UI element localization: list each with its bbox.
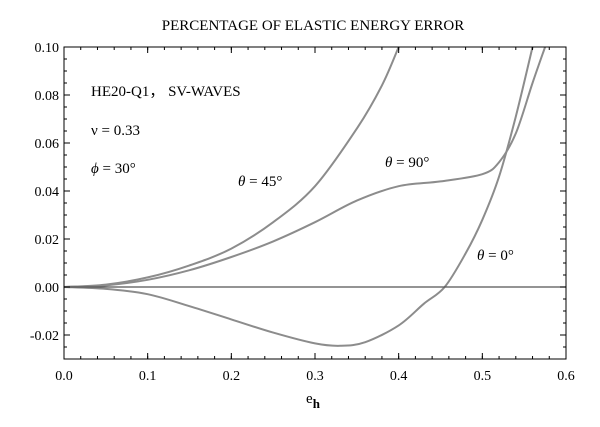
x-tick-label: 0.3 [306,369,324,384]
x-tick-label: 0.1 [139,369,157,384]
phi-value: = 30° [99,161,136,177]
element-annotation: HE20-Q1， SV-WAVES [91,84,241,100]
y-tick-label: 0.00 [35,281,60,296]
y-tick-label: -0.02 [30,329,59,344]
chart-title: PERCENTAGE OF ELASTIC ENERGY ERROR [162,18,464,34]
y-tick-label: 0.04 [35,185,60,200]
y-tick-label: 0.06 [35,137,60,152]
series-label-theta-0-value: = 0° [484,248,513,264]
series-line-theta-90 [64,47,547,288]
series-label-theta-90-symbol: θ [385,155,393,171]
x-axis-label-subscript: h [313,396,321,411]
series-line-theta-0 [64,47,534,347]
series-label-theta-90-value: = 90° [392,155,429,171]
phi-symbol: ϕ [91,161,99,177]
series-label-theta-45-symbol: θ [238,174,246,190]
y-tick-label: 0.10 [35,41,60,56]
x-tick-label: 0.6 [557,369,575,384]
x-tick-label: 0.2 [223,369,241,384]
phi-annotation: ϕ = 30° [91,161,136,177]
x-tick-label: 0.5 [474,369,492,384]
series-line-theta-45 [64,47,400,288]
series-label-theta-90: θ = 90° [385,155,429,171]
x-tick-label: 0.4 [390,369,408,384]
x-axis-label: eh [306,391,321,411]
nu-annotation: ν = 0.33 [91,123,140,139]
series-label-theta-0: θ = 0° [477,248,514,264]
series-label-theta-0-symbol: θ [477,248,485,264]
x-axis-label-main: e [306,391,313,407]
x-tick-label: 0.0 [55,369,73,384]
series-label-theta-45: θ = 45° [238,174,282,190]
y-tick-label: 0.08 [35,89,60,104]
y-tick-label: 0.02 [35,233,60,248]
series-label-theta-45-value: = 45° [245,174,282,190]
